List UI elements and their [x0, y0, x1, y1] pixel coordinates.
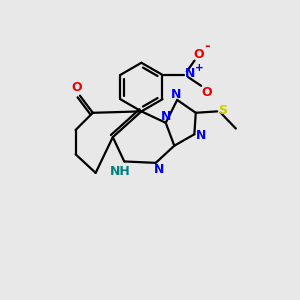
- Text: NH: NH: [110, 165, 130, 178]
- Text: N: N: [185, 67, 195, 80]
- Text: +: +: [194, 63, 203, 73]
- Text: S: S: [218, 104, 227, 117]
- Text: N: N: [154, 163, 164, 176]
- Text: O: O: [72, 81, 83, 94]
- Text: O: O: [194, 48, 204, 61]
- Text: N: N: [171, 88, 181, 101]
- Text: O: O: [202, 85, 212, 99]
- Text: -: -: [204, 40, 210, 53]
- Text: N: N: [161, 110, 172, 123]
- Text: N: N: [196, 129, 206, 142]
